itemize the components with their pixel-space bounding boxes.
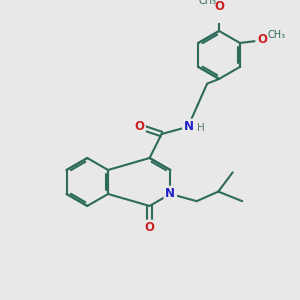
Text: N: N bbox=[184, 120, 194, 134]
Text: CH₃: CH₃ bbox=[267, 30, 286, 40]
Text: O: O bbox=[145, 221, 154, 234]
Text: O: O bbox=[257, 33, 267, 46]
Text: O: O bbox=[134, 120, 144, 134]
Text: O: O bbox=[214, 0, 224, 14]
Text: H: H bbox=[197, 123, 205, 133]
Text: CH₃: CH₃ bbox=[198, 0, 216, 6]
Text: N: N bbox=[165, 188, 175, 200]
